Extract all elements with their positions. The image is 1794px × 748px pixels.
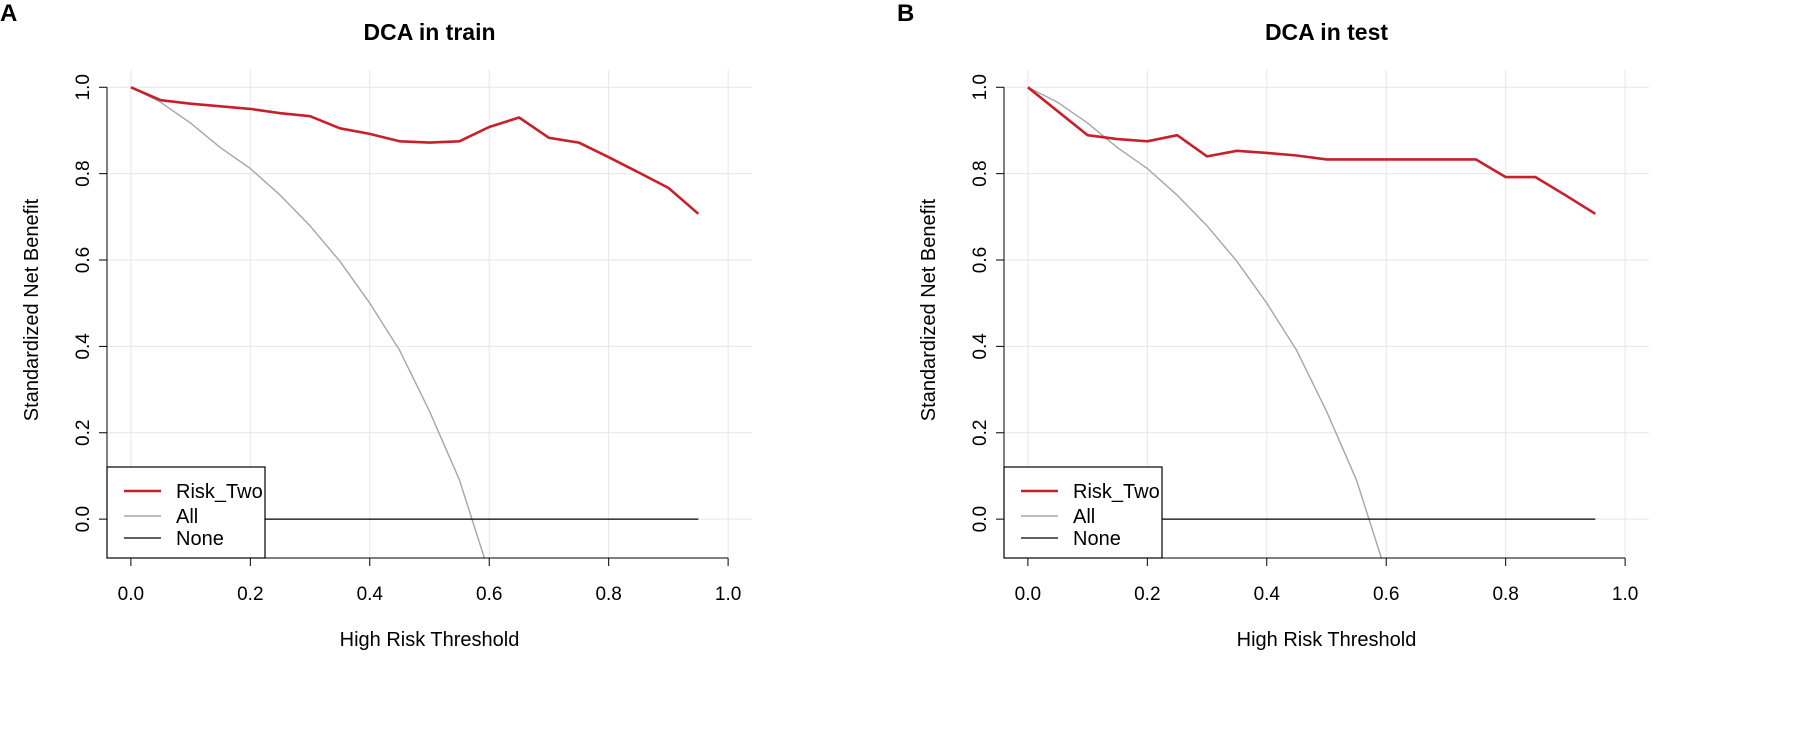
y-tick-label: 0.8	[73, 160, 94, 186]
y-tick-label: 1.0	[73, 74, 94, 100]
y-tick-label: 0.8	[970, 160, 991, 186]
gridlines	[107, 70, 752, 558]
legend-label-all: All	[1073, 506, 1095, 528]
y-tick-label: 0.6	[73, 247, 94, 273]
legend-box	[1003, 466, 1163, 559]
x-tick-label: 1.0	[715, 584, 741, 605]
legend-label-risk-two: Risk_Two	[176, 481, 263, 503]
legend-label-risk-two: Risk_Two	[1073, 481, 1160, 503]
y-axis: 0.0 0.2 0.4 0.6 0.8 1.0	[970, 74, 1005, 532]
x-tick-label: 0.4	[357, 584, 384, 605]
x-tick-label: 0.8	[1492, 584, 1518, 605]
chart-panel-b: B DCA in test 0.0 0.2 0.4 0.6 0.8 1.0 0.0 0.2 0.4…	[897, 0, 1794, 748]
panel-label-b: B	[897, 0, 915, 27]
y-tick-label: 0.2	[970, 420, 991, 446]
panel-label-a: A	[0, 0, 18, 27]
y-tick-label: 0.2	[73, 420, 94, 446]
x-tick-label: 0.6	[476, 584, 502, 605]
x-axis-label: High Risk Threshold	[1237, 629, 1417, 651]
x-axis: 0.0 0.2 0.4 0.6 0.8 1.0	[1015, 557, 1638, 605]
series-line-risk-two	[130, 86, 700, 215]
y-tick-label: 0.6	[970, 247, 991, 273]
x-tick-label: 0.6	[1373, 584, 1399, 605]
x-tick-label: 0.2	[237, 584, 263, 605]
chart-panel-a: A DCA in train 0.0 0.2 0.4 0.6 0.8 1.0 0.0 0.2 0.…	[0, 0, 752, 651]
y-tick-label: 0.4	[970, 333, 991, 360]
x-tick-label: 0.8	[595, 584, 621, 605]
y-tick-label: 1.0	[970, 74, 991, 100]
x-tick-label: 0.0	[1015, 584, 1041, 605]
series-line-all	[1027, 86, 1383, 558]
y-tick-label: 0.0	[970, 506, 991, 532]
x-axis-label: High Risk Threshold	[340, 629, 520, 651]
legend-label-all: All	[176, 506, 198, 528]
x-tick-label: 1.0	[1612, 584, 1638, 605]
legend-label-none: None	[1073, 528, 1121, 550]
x-axis: 0.0 0.2 0.4 0.6 0.8 1.0	[118, 557, 741, 605]
x-tick-label: 0.0	[118, 584, 144, 605]
x-tick-label: 0.4	[1254, 584, 1281, 605]
series-line-risk-two	[1027, 86, 1596, 215]
y-axis-label: Standardized Net Benefit	[21, 198, 43, 421]
x-tick-label: 0.2	[1134, 584, 1160, 605]
series-line-all	[130, 86, 486, 558]
y-axis-label: Standardized Net Benefit	[918, 198, 940, 421]
legend-box	[106, 466, 266, 559]
y-axis: 0.0 0.2 0.4 0.6 0.8 1.0	[73, 74, 108, 532]
legend-label-none: None	[176, 528, 224, 550]
chart-title: DCA in train	[363, 19, 495, 45]
y-tick-label: 0.0	[73, 506, 94, 532]
y-tick-label: 0.4	[73, 333, 94, 360]
chart-title: DCA in test	[1265, 19, 1388, 45]
